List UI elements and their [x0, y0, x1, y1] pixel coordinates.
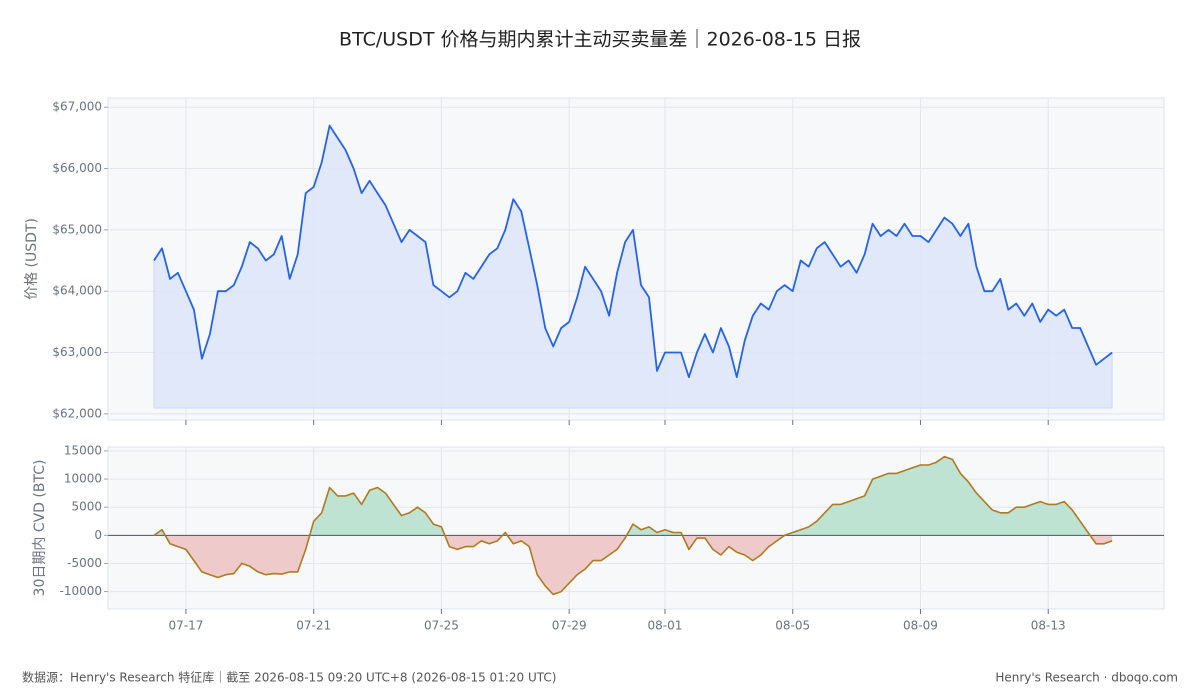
x-tick-label: 07-25	[424, 619, 459, 633]
footer-brand: Henry's Research · dboqo.com	[995, 671, 1178, 685]
footer-source: 数据源：Henry's Research 特征库｜截至 2026-08-15 0…	[22, 670, 556, 685]
cvd-negative-area	[154, 535, 1113, 595]
chart-title: BTC/USDT 价格与期内累计主动买卖量差｜2026-08-15 日报	[339, 29, 861, 51]
y-tick-label: -10000	[59, 584, 102, 598]
x-tick-label: 07-29	[552, 619, 587, 633]
y-tick-label: 15000	[64, 443, 102, 457]
y-tick-label: $63,000	[52, 345, 102, 359]
y-tick-label: 0	[94, 528, 102, 542]
y-tick-label: $67,000	[52, 100, 102, 114]
y-tick-label: $64,000	[52, 284, 102, 298]
y-axis-label: 30日期内 CVD (BTC)	[32, 460, 48, 597]
x-tick-label: 08-01	[648, 619, 683, 633]
y-tick-label: -5000	[67, 556, 102, 570]
y-tick-label: 5000	[71, 500, 102, 514]
y-tick-label: $65,000	[52, 222, 102, 236]
y-tick-label: 10000	[64, 472, 102, 486]
y-tick-label: $62,000	[52, 406, 102, 420]
y-tick-label: $66,000	[52, 161, 102, 175]
cvd-line	[153, 455, 1113, 596]
x-tick-label: 07-21	[296, 619, 331, 633]
price-line	[153, 124, 1113, 378]
cvd-positive-area	[154, 456, 1091, 536]
x-tick-label: 08-13	[1031, 619, 1066, 633]
x-tick-label: 07-17	[168, 619, 203, 633]
x-tick-label: 08-09	[903, 619, 938, 633]
x-tick-label: 08-05	[775, 619, 810, 633]
y-axis-label: 价格 (USDT)	[24, 218, 40, 300]
